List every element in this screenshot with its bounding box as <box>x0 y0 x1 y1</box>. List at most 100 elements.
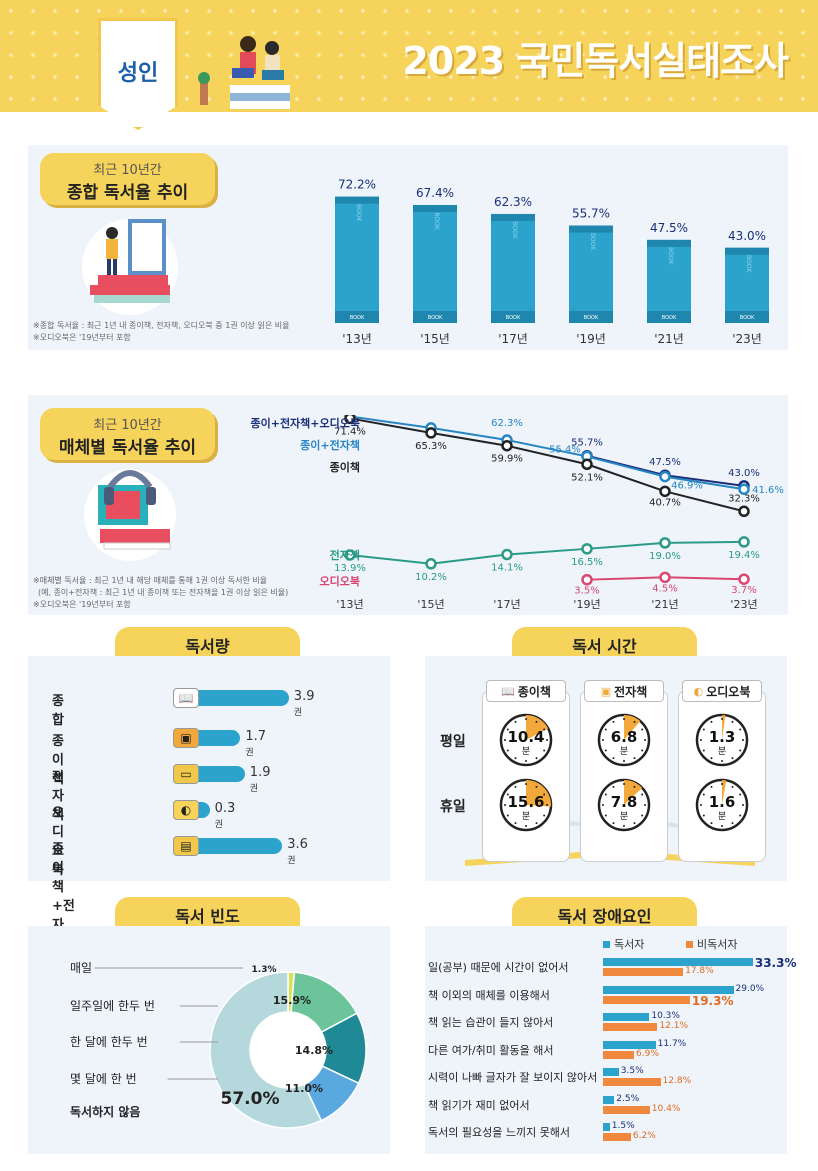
overall-bar-body <box>335 196 379 323</box>
clock-tick <box>641 814 644 817</box>
series-value-label: 3.5% <box>574 586 599 597</box>
series-value-label: 43.0% <box>728 468 760 479</box>
clock-tick <box>612 757 615 760</box>
overall-x-label: '19년 <box>576 332 606 346</box>
donut-category-label: 몇 달에 한 번 <box>70 1072 137 1086</box>
overall-bar-top <box>335 196 379 204</box>
legend-nonreader: 비독서자 <box>686 936 737 952</box>
amount-icon: ▣ <box>173 728 199 748</box>
series-3: 13.9% 10.2% 14.1% 16.5% 19.0% 19.4% <box>334 536 760 583</box>
donut-value-label: 15.9% <box>273 994 311 1007</box>
clock-unit: 분 <box>620 746 628 757</box>
clock-tick <box>506 814 509 817</box>
obstacle-label: 책 읽는 습관이 들지 않아서 <box>428 1016 554 1029</box>
obstacle-bar-nonreader <box>603 1078 661 1086</box>
obstacle-value-nonreader: 19.3% <box>691 993 734 1008</box>
clock-tick <box>506 793 509 796</box>
obstacle-bar-reader <box>603 1040 656 1049</box>
time-clock: 1.6분 <box>695 778 749 832</box>
overall-x-label: '13년 <box>342 332 372 346</box>
overall-bar-body <box>725 247 769 323</box>
media-icon: ◐ <box>693 684 704 698</box>
clock-tick <box>535 720 538 723</box>
obstacle-value-nonreader: 10.4% <box>651 1103 681 1114</box>
series-value-label: 16.5% <box>571 557 603 568</box>
series-name-label: 종이책 <box>330 460 360 474</box>
overall-bar-top <box>647 239 691 247</box>
amount-unit: 권 <box>245 748 254 758</box>
clock-tick <box>546 804 548 806</box>
reading-time-title: 독서 시간 <box>512 627 697 659</box>
overall-bar-spine-text: BOOK <box>433 212 440 230</box>
amount-bar <box>185 838 283 854</box>
overall-bar-foot <box>413 311 457 323</box>
amount-bar <box>185 690 289 706</box>
clock-tick <box>604 749 607 752</box>
amount-label: 오디오북 <box>52 806 64 878</box>
series-point <box>659 470 671 483</box>
donut-category-label: 매일 <box>70 961 92 975</box>
amount-value: 3.6권 <box>287 837 308 866</box>
obstacle-bar-nonreader <box>603 1023 658 1031</box>
clock-elapsed-wedge <box>526 715 549 740</box>
time-column-label: 종이책 <box>517 684 551 699</box>
clock-tick <box>710 822 713 825</box>
obstacle-value-reader: 1.5% <box>611 1121 635 1131</box>
overall-bar-foot-text: BOOK <box>584 315 599 321</box>
clock-tick <box>525 783 527 785</box>
obstacle-bar-reader <box>603 958 753 966</box>
clock-tick <box>702 793 705 796</box>
time-card-header: ◐ 오디오북 <box>682 680 762 702</box>
obstacle-value-reader: 3.5% <box>620 1066 644 1076</box>
media-x-label: '13년 <box>336 598 363 611</box>
overall-value-label: 47.5% <box>650 221 688 235</box>
overall-bar-foot-text: BOOK <box>428 315 443 321</box>
donut-value-label: 1.3% <box>252 965 277 975</box>
clock-tick <box>700 739 702 741</box>
reader-book-illustration <box>82 219 178 315</box>
media-x-label: '21년 <box>651 598 678 611</box>
clock-tick <box>739 793 742 796</box>
amount-label: 종이책 <box>52 734 64 787</box>
clock-tick <box>644 739 646 741</box>
headphones-book-illustration <box>84 469 176 561</box>
overall-bar-top <box>413 205 457 213</box>
amount-value: 0.3권 <box>214 801 236 830</box>
overall-bar-5: BOOK BOOK 43.0% '23년 <box>725 229 769 346</box>
clock-tick <box>623 760 625 762</box>
clock-tick <box>623 783 625 785</box>
clock-tick <box>546 739 548 741</box>
overall-bar-body <box>569 225 613 323</box>
overall-bar-spine-text: BOOK <box>355 204 362 222</box>
obstacle-value-reader: 11.7% <box>657 1038 687 1049</box>
clock-tick <box>710 757 713 760</box>
overall-bar-foot <box>335 311 379 323</box>
clock-elapsed-wedge <box>722 780 727 805</box>
overall-bar-top <box>569 225 613 233</box>
obstacle-bar-nonreader <box>603 995 690 1004</box>
overall-note-2: ※오디오북은 '19년부터 포함 <box>33 333 131 342</box>
series-value-label: 19.4% <box>728 550 760 561</box>
series-point <box>738 573 750 585</box>
media-line-chart: 55.7%47.5%43.0%72.2%67.4%62.3%55.4%46.9%… <box>250 415 784 611</box>
donut-category-label: 한 달에 한두 번 <box>70 1035 148 1049</box>
obstacle-value-reader: 33.3% <box>754 956 797 970</box>
media-reading-subtitle: 최근 10년간 <box>93 418 162 433</box>
legend-reader: 독서자 <box>603 936 644 952</box>
obstacle-label: 일(공부) 때문에 시간이 없어서 <box>428 961 569 974</box>
overall-value-label: 62.3% <box>494 195 532 209</box>
clock-tick <box>633 720 636 723</box>
obstacle-value-nonreader: 12.1% <box>659 1021 689 1031</box>
series-name-label: 오디오북 <box>320 574 360 588</box>
media-icon: 📖 <box>501 684 515 698</box>
obstacle-bar-nonreader <box>603 1050 635 1059</box>
series-point <box>425 558 437 570</box>
amount-label: 전자책 <box>52 770 64 823</box>
series-point <box>581 458 593 471</box>
time-clock: 10.4분 <box>499 713 553 767</box>
donut-value-label: 14.8% <box>295 1044 333 1057</box>
series-value-label: 52.1% <box>571 472 603 483</box>
overall-bar-body <box>647 239 691 323</box>
overall-x-label: '15년 <box>420 332 450 346</box>
series-line <box>349 417 745 513</box>
